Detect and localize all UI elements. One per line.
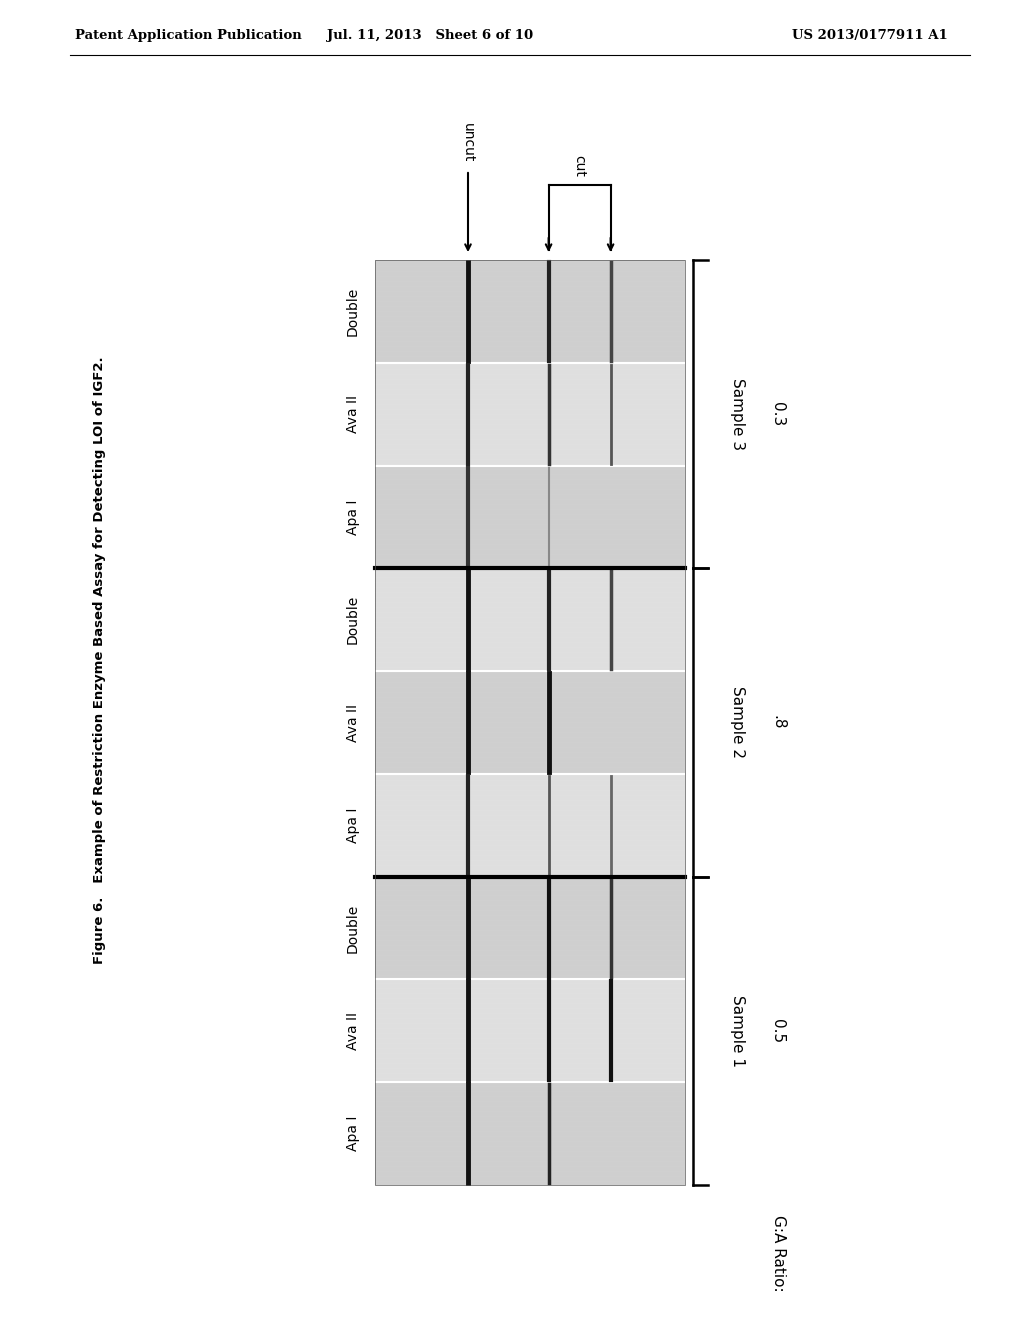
Text: Double: Double	[346, 903, 360, 953]
Bar	[375, 363, 685, 466]
Bar	[375, 1082, 685, 1185]
Text: G:A Ratio:: G:A Ratio:	[770, 1214, 785, 1292]
Text: Figure 6.   Example of Restriction Enzyme Based Assay for Detecting LOI of IGF2.: Figure 6. Example of Restriction Enzyme …	[93, 356, 106, 964]
Text: Sample 1: Sample 1	[730, 995, 745, 1067]
Text: US 2013/0177911 A1: US 2013/0177911 A1	[793, 29, 948, 41]
Text: Ava II: Ava II	[346, 1012, 360, 1049]
Text: Ava II: Ava II	[346, 395, 360, 433]
Text: Double: Double	[346, 595, 360, 644]
Text: Ava II: Ava II	[346, 704, 360, 742]
Text: 0.5: 0.5	[770, 1019, 785, 1043]
Text: Apa I: Apa I	[346, 1115, 360, 1151]
Bar	[375, 260, 685, 1185]
Bar	[375, 774, 685, 876]
Bar	[375, 979, 685, 1082]
Text: Apa I: Apa I	[346, 499, 360, 535]
Bar	[375, 466, 685, 569]
Text: .8: .8	[770, 715, 785, 730]
Text: 0.3: 0.3	[770, 403, 785, 426]
Text: Sample 2: Sample 2	[730, 686, 745, 759]
Text: Patent Application Publication: Patent Application Publication	[75, 29, 302, 41]
Text: uncut: uncut	[461, 123, 475, 162]
Text: Double: Double	[346, 286, 360, 337]
Text: Jul. 11, 2013   Sheet 6 of 10: Jul. 11, 2013 Sheet 6 of 10	[327, 29, 534, 41]
Text: Apa I: Apa I	[346, 808, 360, 843]
Bar	[375, 569, 685, 671]
Text: Sample 3: Sample 3	[730, 378, 745, 450]
Bar	[375, 671, 685, 774]
Text: cut: cut	[572, 156, 587, 177]
Bar	[375, 260, 685, 363]
Bar	[375, 876, 685, 979]
